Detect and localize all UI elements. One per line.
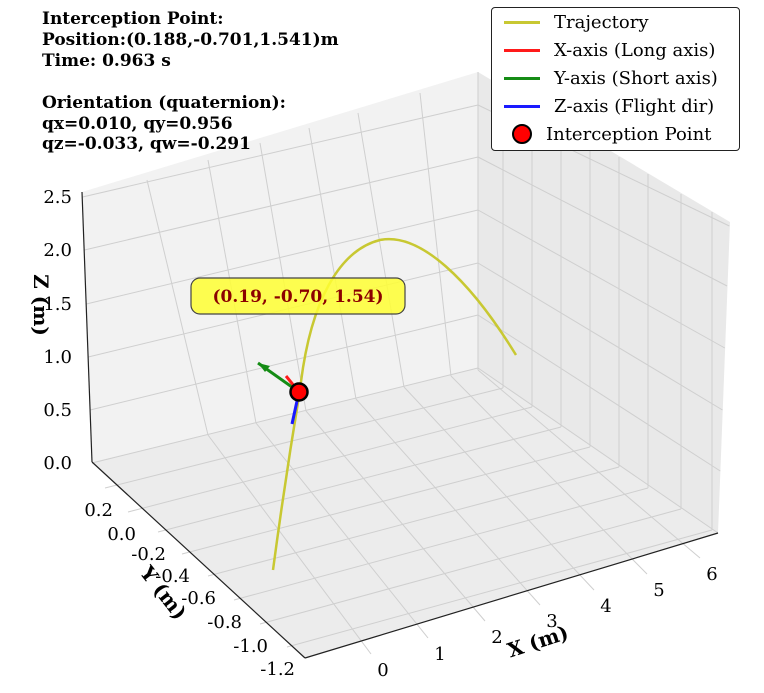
x-tick-label: 5 (653, 580, 664, 601)
grid-line-z (477, 367, 719, 534)
grid-line-z (91, 367, 479, 464)
tick-labels: 0.00.51.01.52.02.501234560.20.0-0.2-0.4-… (43, 187, 717, 681)
legend-item-trajectory: Trajectory (492, 8, 649, 36)
y-tick-label: -1.0 (233, 636, 268, 657)
info-title: Interception Point: (42, 9, 224, 29)
legend-label: X-axis (Long axis) (554, 39, 716, 61)
x-tick-label: 2 (491, 627, 502, 648)
grid-line-x (305, 410, 486, 622)
x-tick-label: 6 (706, 564, 717, 585)
grid-line-z (86, 209, 479, 305)
x-tick-label: 0 (377, 660, 388, 681)
legend-item-x-axis: X-axis (Long axis) (492, 36, 715, 64)
z-axis-line (81, 191, 93, 463)
grid-line-xv (308, 127, 357, 400)
grid-line-z (477, 262, 723, 411)
grid-line-x (450, 375, 648, 575)
grid-line-y (157, 426, 562, 533)
info-quaternion-line1: qx=0.010, qy=0.956 (42, 114, 233, 134)
z-tick-label: 2.0 (43, 240, 72, 261)
annotation-box (190, 277, 406, 315)
grid-line-x (403, 386, 595, 591)
orient-y-arrowhead (258, 363, 270, 372)
legend-item-z-axis: Z-axis (Flight dir) (492, 92, 714, 120)
grid-line-y (127, 406, 533, 513)
grid-lines (82, 72, 730, 655)
info-quaternion-line2: qz=-0.033, qw=-0.291 (42, 134, 251, 154)
x-tick-label: 1 (434, 644, 445, 665)
legend-item-interception-point: Interception Point (492, 120, 711, 148)
z-tick-label: 1.5 (43, 294, 72, 315)
x-tick-label: 3 (546, 611, 557, 632)
pane-left (82, 72, 478, 462)
legend: Trajectory X-axis (Long axis) Y-axis (Sh… (491, 7, 740, 151)
grid-line-y (207, 466, 620, 577)
grid-line-z (477, 314, 721, 472)
legend-label: Y-axis (Short axis) (554, 67, 718, 89)
y-tick-label: -0.4 (155, 566, 190, 587)
grid-line-y (181, 446, 591, 555)
z-tick-label: 0.0 (43, 453, 72, 474)
z-tick-label: 0.5 (43, 400, 72, 421)
info-orientation-title: Orientation (quaternion): (42, 93, 286, 113)
x-tick-label: 4 (600, 596, 611, 617)
grid-line-xv (357, 112, 405, 388)
z-tick-label: 1.0 (43, 347, 72, 368)
info-time: Time: 0.963 s (42, 51, 171, 71)
grid-line-y (286, 529, 713, 648)
pane-right (478, 72, 730, 533)
annotation-text: (0.19, -0.70, 1.54) (212, 287, 383, 307)
x-axis-line (304, 532, 719, 659)
y-tick-label: -0.6 (181, 588, 216, 609)
grid-line-x (477, 369, 701, 559)
legend-swatch-z-axis (504, 104, 540, 108)
grid-line-y (233, 487, 649, 601)
grid-line-z (84, 156, 479, 251)
z-axis-title: Z (m) (29, 274, 53, 336)
grid-line-xv (146, 179, 209, 436)
legend-swatch-trajectory (504, 20, 540, 24)
grid-line-y (104, 387, 504, 489)
grid-line-z (82, 104, 479, 198)
x-axis-title: X (m) (504, 620, 571, 662)
grid-line-y (259, 508, 682, 625)
point-annotation: (0.19, -0.70, 1.54) (190, 277, 406, 315)
grid-line-x (255, 422, 429, 639)
interception-point-marker (289, 382, 309, 402)
legend-label: Interception Point (546, 123, 712, 145)
y-tick-label: 0.0 (107, 524, 136, 545)
z-tick-label: 2.5 (43, 187, 72, 208)
grid-line-z (477, 156, 728, 287)
y-tick-label: -0.8 (207, 612, 242, 633)
y-tick-label: -0.2 (131, 544, 166, 565)
y-tick-label: 0.2 (84, 500, 113, 521)
legend-swatch-y-axis (504, 76, 540, 80)
legend-label: Trajectory (554, 11, 649, 33)
grid-line-xv (259, 142, 307, 412)
grid-line-x (355, 398, 541, 606)
legend-swatch-x-axis (504, 48, 540, 52)
info-position: Position:(0.188,-0.701,1.541)m (42, 30, 339, 50)
grid-line-x (207, 434, 372, 655)
y-tick-label: -1.2 (260, 659, 295, 680)
y-axis-line (91, 461, 306, 659)
axis-lines (81, 191, 719, 659)
grid-line-z (89, 314, 479, 411)
legend-item-y-axis: Y-axis (Short axis) (492, 64, 718, 92)
legend-marker-icon (512, 124, 532, 144)
grid-line-xv (419, 92, 452, 377)
grid-line-z (477, 209, 726, 349)
legend-label: Z-axis (Flight dir) (554, 95, 715, 117)
